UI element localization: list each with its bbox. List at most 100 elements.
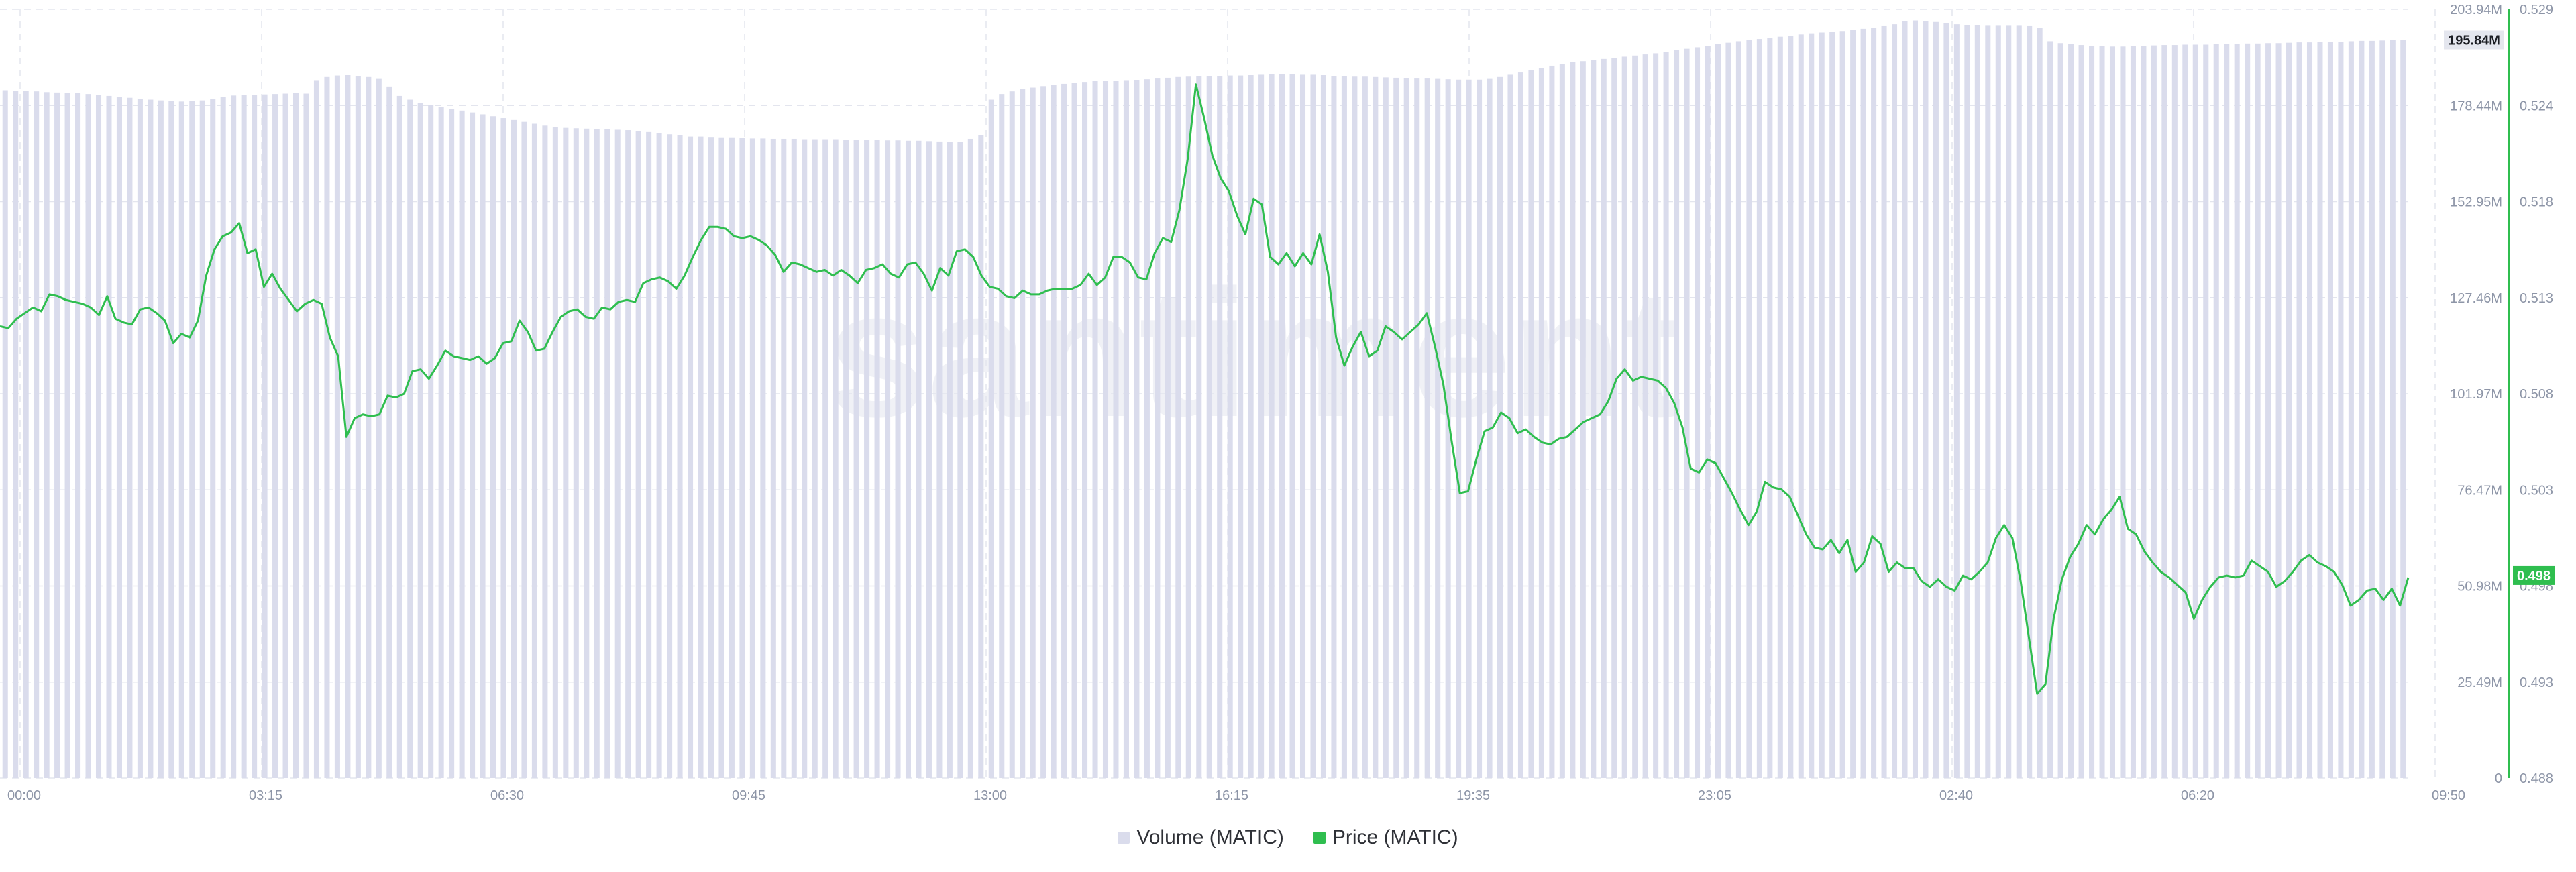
volume-bar [127, 97, 133, 779]
volume-bar [1279, 74, 1285, 778]
volume-bar [1756, 39, 1762, 778]
volume-bar [2027, 25, 2033, 779]
volume-bar [2016, 25, 2022, 778]
volume-bar [1923, 21, 1929, 778]
volume-bar [438, 107, 444, 778]
volume-bar [1725, 42, 1731, 778]
volume-bar [1310, 74, 1316, 779]
volume-bar [2317, 42, 2323, 778]
volume-bar [1030, 87, 1036, 778]
volume-bar [1227, 75, 1233, 778]
volume-bar [2296, 42, 2302, 779]
volume-bar [2234, 44, 2240, 779]
volume-bar [2265, 43, 2271, 779]
volume-bar [635, 131, 641, 779]
volume-bar [1155, 78, 1161, 778]
volume-bar [1051, 85, 1057, 779]
volume-bar [1642, 54, 1648, 779]
x-axis: 00:00 03:15 06:30 09:45 13:00 16:15 19:35 23:05… [7, 788, 2465, 803]
volume-bar [2151, 45, 2157, 779]
y-left-tick-label: 127.46M [2450, 291, 2502, 306]
volume-bar [1040, 86, 1046, 778]
volume-bar [199, 100, 205, 778]
volume-bar [1383, 77, 1389, 779]
volume-bar [1591, 60, 1597, 778]
volume-bar [449, 109, 455, 778]
volume-bar [2379, 40, 2385, 778]
volume-bar [511, 119, 517, 778]
volume-bar [1653, 53, 1659, 778]
volume-bar [210, 99, 216, 778]
volume-bar [500, 118, 506, 778]
volume-bar [272, 94, 278, 779]
volume-bar [1705, 46, 1711, 778]
volume-bar [1393, 77, 1399, 778]
volume-bar [1248, 75, 1254, 778]
volume-bar [2037, 28, 2043, 778]
volume-bar [1102, 80, 1109, 779]
volume-bar [324, 76, 330, 778]
volume-bar [1549, 65, 1555, 779]
legend-item-volume[interactable]: Volume (MATIC) [1118, 826, 1284, 849]
volume-bar [1902, 21, 1908, 778]
volume-bar [44, 92, 50, 779]
y-left-tick-label: 76.47M [2457, 483, 2502, 498]
volume-bar [688, 136, 694, 779]
volume-bar [1871, 28, 1877, 779]
volume-bar [1456, 79, 1462, 779]
volume-bar [1341, 76, 1347, 779]
volume-bar [1424, 78, 1430, 778]
legend-item-price[interactable]: Price (MATIC) [1313, 826, 1458, 849]
volume-bar [158, 100, 164, 778]
volume-bar [1113, 80, 1119, 779]
volume-bar [459, 110, 465, 778]
volume-bar [2338, 41, 2344, 779]
volume-bar [2, 90, 8, 779]
volume-bar [1767, 38, 1773, 779]
y-left-tick-label: 203.94M [2450, 3, 2502, 17]
volume-bar [967, 138, 973, 779]
volume-bar [718, 137, 724, 779]
volume-bar [1715, 44, 1721, 778]
volume-bar [1621, 56, 1627, 779]
volume-bar [1674, 50, 1680, 778]
volume-bar [366, 76, 372, 778]
volume-bar [64, 93, 70, 778]
volume-bar [1061, 83, 1067, 778]
volume-bar [874, 140, 880, 778]
volume-bar [1974, 25, 1980, 779]
x-tick-label: 06:20 [2181, 788, 2214, 803]
volume-bar [396, 95, 402, 778]
volume-bar [2369, 40, 2375, 779]
volume-bar [54, 92, 60, 779]
volume-bar [1403, 78, 1409, 778]
volume-bar [2141, 46, 2147, 778]
volume-bar [1507, 74, 1513, 779]
volume-bar [822, 139, 828, 778]
volume-bar [2255, 43, 2261, 778]
legend-label-volume: Volume (MATIC) [1136, 826, 1284, 849]
volume-bar [542, 125, 548, 779]
volume-bar [1684, 48, 1690, 778]
volume-bar [2213, 44, 2219, 778]
volume-bar [1839, 31, 1845, 778]
volume-bar [802, 139, 808, 778]
volume-bar [1528, 70, 1534, 779]
x-tick-label: 02:40 [1939, 788, 1973, 803]
volume-bar [1289, 74, 1295, 778]
volume-bar [1559, 64, 1565, 778]
volume-bar [614, 129, 621, 779]
volume-bar [781, 138, 787, 779]
volume-bar [563, 127, 569, 779]
volume-bar [231, 95, 237, 779]
volume-bar [470, 112, 476, 778]
volume-bar [708, 137, 714, 778]
volume-bar [168, 101, 174, 778]
y-right-tick-label: 0.493 [2520, 675, 2553, 690]
y-right-tick-label: 0.524 [2520, 99, 2553, 113]
volume-bars [2, 20, 2406, 779]
volume-bar [1269, 74, 1275, 778]
volume-bar [2006, 25, 2012, 778]
x-tick-label: 23:05 [1698, 788, 1731, 803]
volume-bar [1320, 75, 1326, 778]
